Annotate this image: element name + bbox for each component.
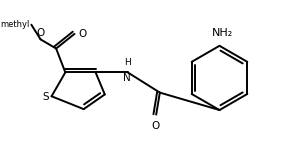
Text: methyl: methyl [0,20,29,29]
Text: O: O [151,121,159,131]
Text: N: N [123,73,131,83]
Text: O: O [36,28,45,38]
Text: NH₂: NH₂ [212,28,233,38]
Text: O: O [78,29,86,39]
Text: H: H [124,58,131,67]
Text: S: S [43,92,49,102]
